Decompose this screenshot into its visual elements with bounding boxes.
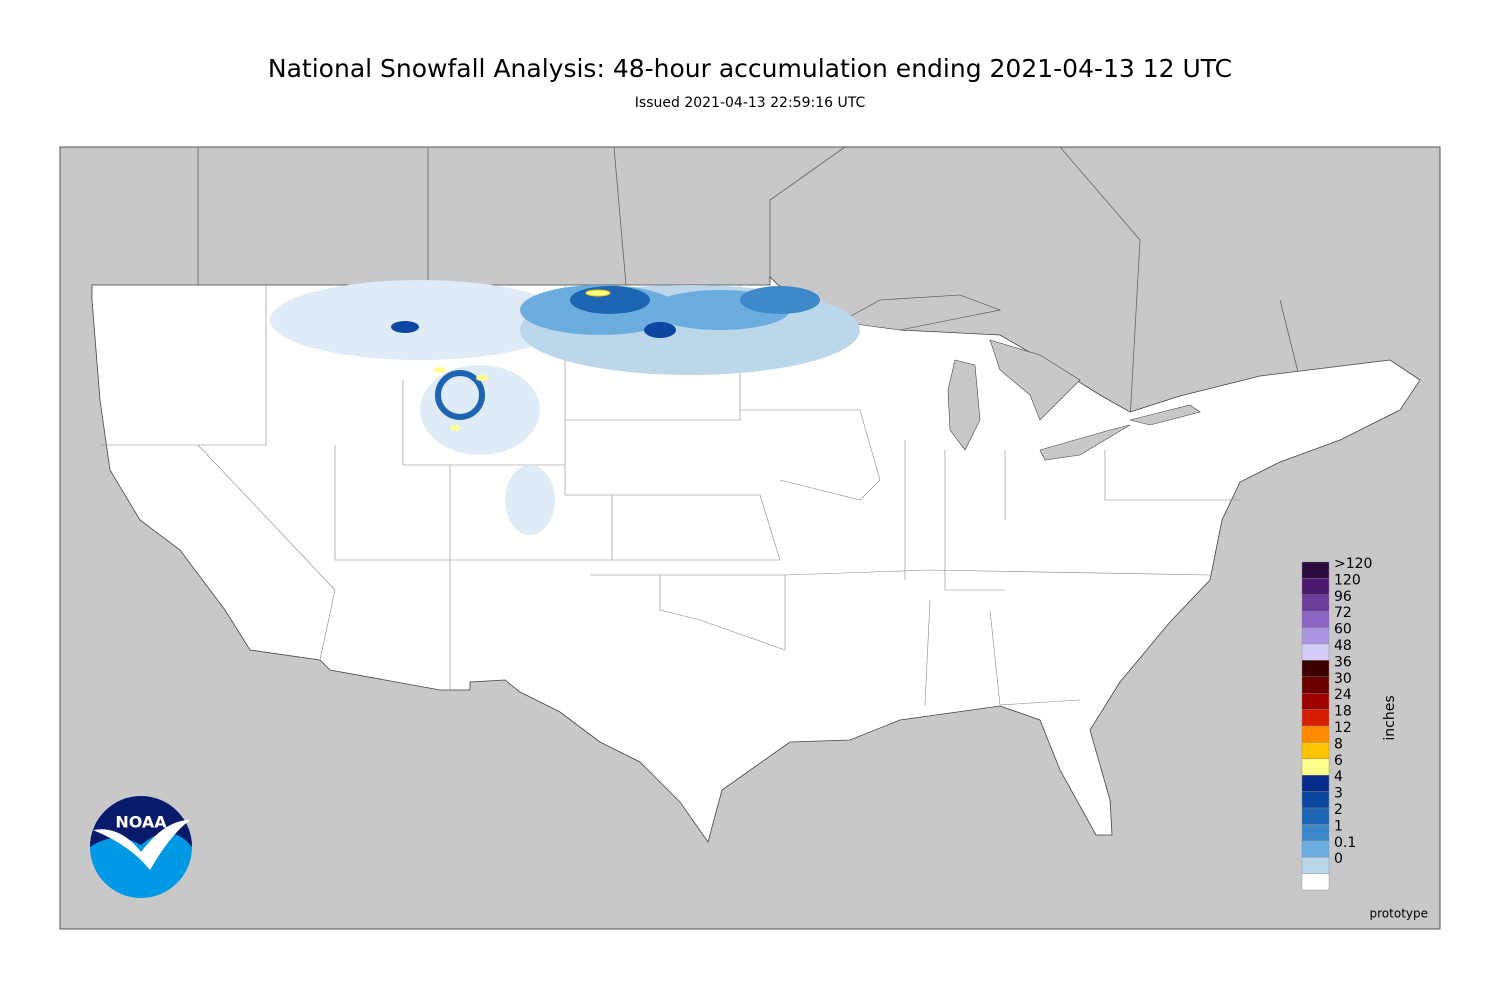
subtitle: Issued 2021-04-13 22:59:16 UTC — [635, 95, 866, 111]
legend-label: 60 — [1334, 622, 1352, 638]
legend-swatch — [1301, 578, 1330, 596]
legend-label: 96 — [1334, 589, 1352, 605]
legend-swatch — [1301, 611, 1330, 628]
state-lines — [100, 285, 1240, 706]
legend-swatch — [1301, 594, 1330, 612]
legend-label: 120 — [1334, 572, 1361, 588]
legend-swatch — [1301, 758, 1330, 776]
noaa-logo: NOAA — [90, 796, 192, 898]
legend-label: >120 — [1334, 556, 1372, 572]
legend-swatch — [1301, 709, 1330, 727]
legend-unit: inches — [1382, 695, 1398, 740]
legend-label: 6 — [1334, 753, 1343, 769]
legend-swatch — [1301, 660, 1330, 678]
legend-label: 0 — [1334, 851, 1343, 867]
legend-label: 36 — [1334, 654, 1352, 670]
borders — [197, 146, 1301, 421]
legend-swatch — [1301, 824, 1330, 842]
legend-label: 0.1 — [1334, 835, 1356, 851]
legend-swatch — [1301, 627, 1330, 645]
legend-swatch — [1301, 742, 1330, 760]
legend-label: 1 — [1334, 818, 1343, 834]
legend-swatch — [1301, 561, 1330, 579]
snowfall — [270, 280, 860, 535]
legend-swatch — [1301, 676, 1330, 694]
legend-swatch — [1301, 857, 1330, 874]
legend-swatch — [1301, 725, 1330, 743]
title: National Snowfall Analysis: 48-hour accu… — [268, 54, 1232, 83]
legend-swatch — [1301, 807, 1330, 825]
footer-note: prototype — [1370, 907, 1428, 921]
great-lakes — [839, 294, 1201, 461]
legend-swatch — [1301, 643, 1330, 661]
legend-label: 18 — [1334, 704, 1352, 720]
legend-swatch — [1301, 775, 1330, 792]
legend-label: 8 — [1334, 736, 1343, 752]
legend-label: 48 — [1334, 638, 1352, 654]
legend-label: 4 — [1334, 769, 1343, 785]
legend-label: 24 — [1334, 687, 1352, 703]
legend-label: 30 — [1334, 671, 1352, 687]
legend-label: 72 — [1334, 605, 1352, 621]
legend-swatch — [1301, 840, 1330, 858]
logo-text: NOAA — [115, 813, 167, 832]
legend-label: 2 — [1334, 802, 1343, 818]
map — [59, 146, 1441, 930]
legend-label: 3 — [1334, 786, 1343, 802]
legend-label: 12 — [1334, 720, 1352, 736]
legend-swatch-none — [1301, 873, 1330, 891]
legend-swatch — [1301, 693, 1330, 710]
legend-swatch — [1301, 791, 1330, 809]
